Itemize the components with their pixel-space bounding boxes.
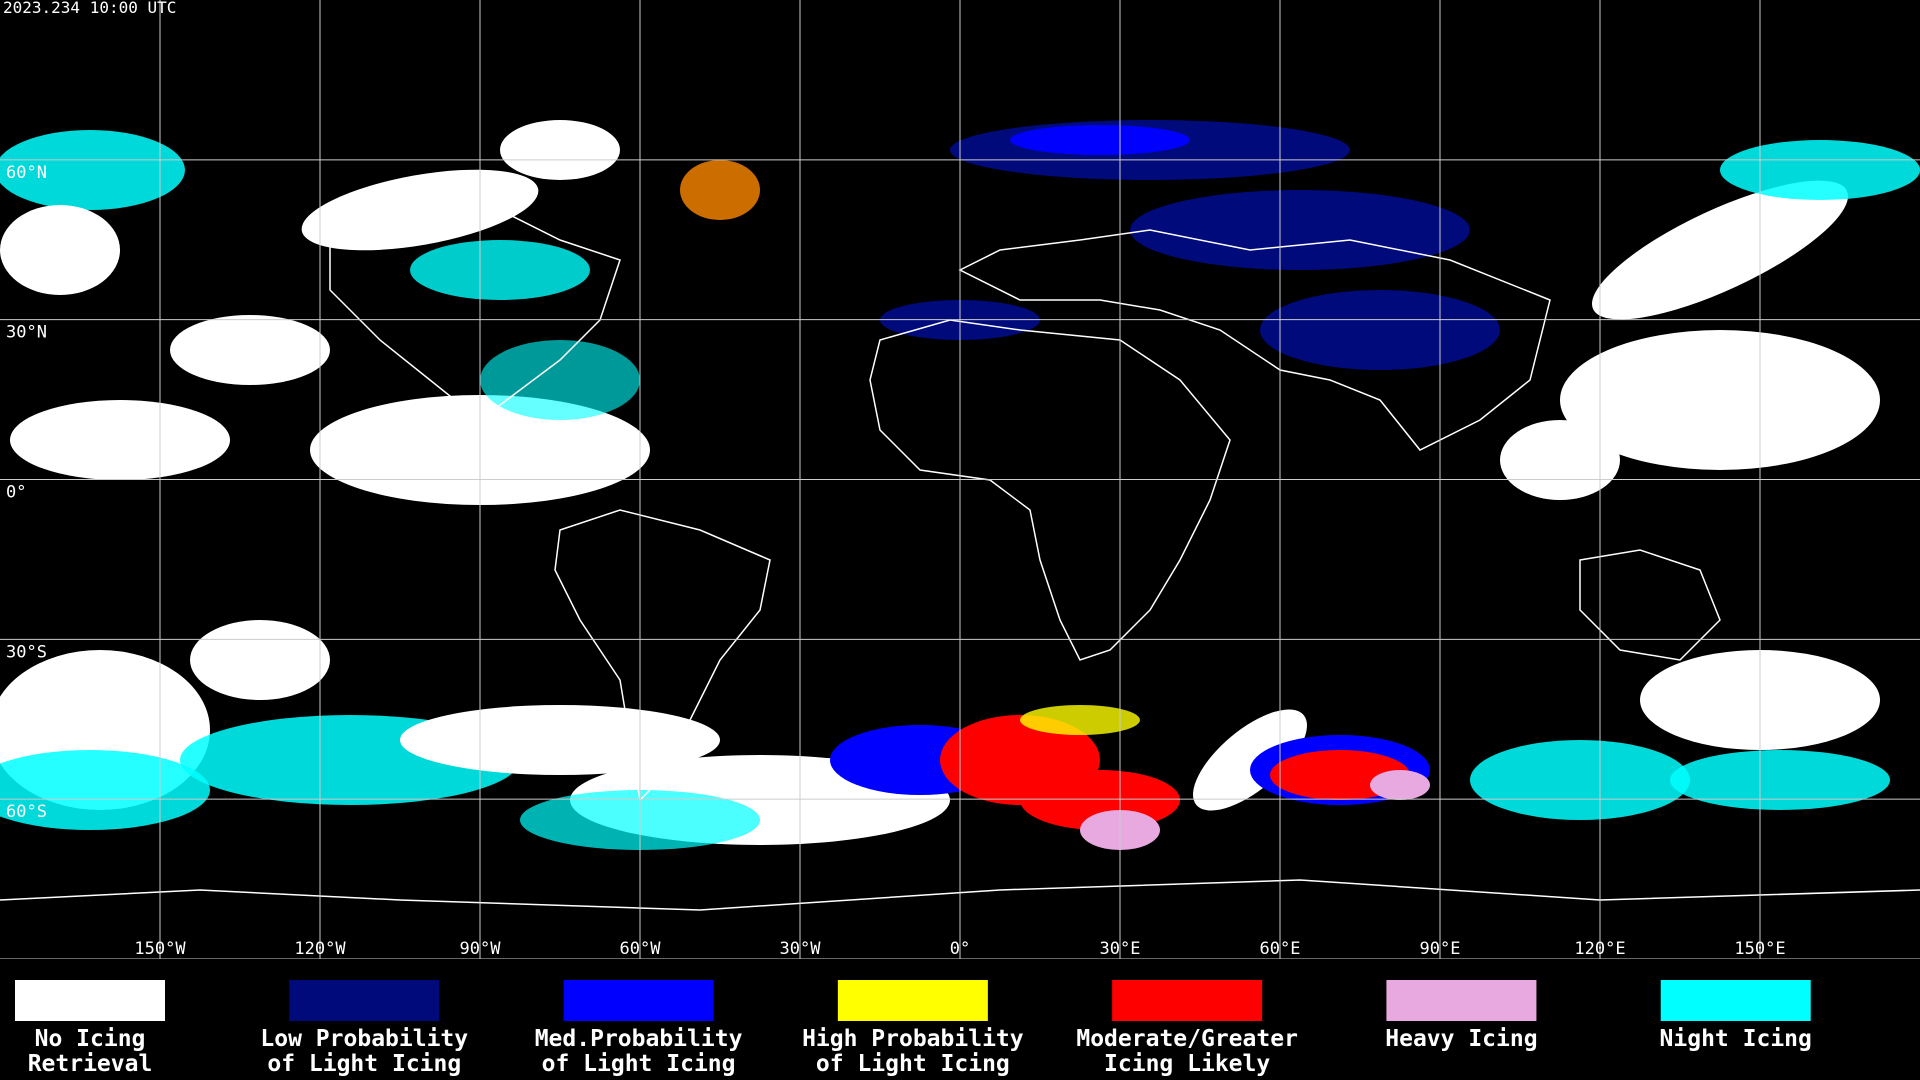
latitude-label: 30°N <box>6 323 47 343</box>
legend-label: Icing Likely <box>1104 1051 1270 1077</box>
timestamp: 2023.234 10:00 UTC <box>3 0 176 17</box>
longitude-label: 60°E <box>1260 939 1301 959</box>
legend-swatch <box>1112 980 1263 1021</box>
legend-swatch <box>563 980 714 1021</box>
legend-label: High Probability <box>802 1026 1024 1052</box>
legend-swatch <box>1660 980 1811 1021</box>
legend-item: Heavy Icing <box>1385 980 1538 1052</box>
legend-swatch <box>289 980 440 1021</box>
latitude-label: 30°S <box>6 642 47 662</box>
legend-label: of Light Icing <box>542 1051 736 1077</box>
legend-label: of Light Icing <box>267 1051 461 1077</box>
legend-item: Night Icing <box>1660 980 1812 1052</box>
longitude-label: 60°W <box>620 939 662 959</box>
longitude-label: 30°E <box>1100 939 1141 959</box>
longitude-label: 0° <box>950 939 970 959</box>
latitude-label: 0° <box>6 483 26 503</box>
longitude-label: 90°W <box>460 939 502 959</box>
legend-label: Low Probability <box>260 1026 468 1052</box>
legend-label: Med.Probability <box>535 1026 743 1052</box>
latitude-label: 60°N <box>6 163 47 183</box>
legend-label: Heavy Icing <box>1385 1026 1537 1052</box>
latitude-label: 60°S <box>6 802 47 822</box>
longitude-label: 90°E <box>1420 939 1461 959</box>
legend-label: Retrieval <box>28 1051 153 1077</box>
longitude-label: 150°E <box>1734 939 1785 959</box>
longitude-label: 120°W <box>294 939 346 959</box>
legend-swatch <box>837 980 988 1021</box>
legend-swatch <box>1386 980 1537 1021</box>
legend-label: of Light Icing <box>816 1051 1010 1077</box>
legend-label: Night Icing <box>1660 1026 1812 1052</box>
legend-label: No Icing <box>35 1026 146 1052</box>
axis-labels: 150°W 120°W 90°W 60°W 30°W 0° 30°E 60°E 90°E 120°… <box>6 163 1786 959</box>
longitude-label: 120°E <box>1574 939 1625 959</box>
longitude-label: 30°W <box>780 939 822 959</box>
legend-label: Moderate/Greater <box>1076 1026 1298 1052</box>
legend-swatch <box>15 980 165 1021</box>
longitude-label: 150°W <box>134 939 186 959</box>
